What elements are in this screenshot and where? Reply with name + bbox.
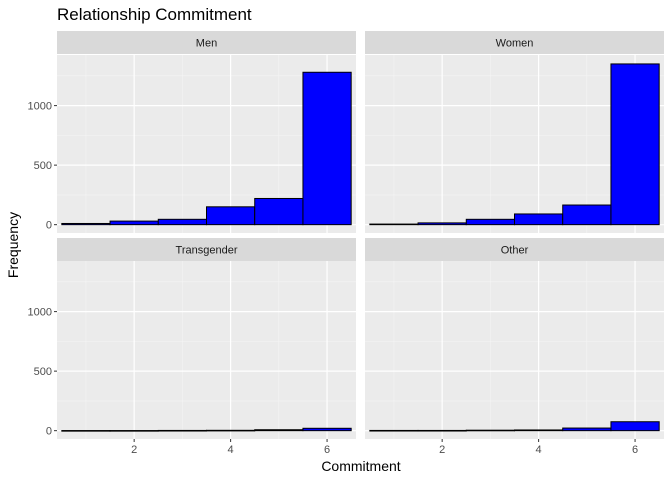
y-axis-title: Frequency	[5, 212, 21, 278]
histogram-bar	[157, 218, 208, 226]
facet-panel: Other 2 4 6	[365, 238, 664, 456]
y-tick-label: 1000	[28, 307, 52, 319]
histogram-bar	[417, 429, 467, 432]
facet-strip-label: Men	[196, 38, 217, 50]
facet-strip	[365, 31, 664, 54]
histogram-bar	[254, 429, 304, 432]
y-tick-label: 0	[46, 426, 52, 438]
histogram-bar	[302, 71, 352, 226]
facet-strip	[365, 238, 664, 261]
y-tick-label: 500	[34, 160, 52, 172]
histogram-bar	[369, 223, 419, 226]
facet-strip-label: Women	[496, 38, 534, 50]
facet-panel: Men 0 500 1000	[28, 31, 356, 233]
histogram-bar	[369, 429, 419, 432]
histogram-bar	[61, 222, 111, 226]
histogram-bar	[206, 206, 256, 226]
histogram-bar	[610, 421, 660, 432]
histogram-bar	[302, 427, 352, 432]
facet-strip-label: Other	[501, 245, 529, 257]
x-tick-label: 4	[228, 444, 234, 456]
histogram-bar	[465, 429, 516, 432]
y-tick-label: 1000	[28, 101, 52, 113]
facet-strip	[57, 238, 356, 261]
histogram-bar	[514, 429, 564, 432]
facet-strip	[57, 31, 356, 54]
histogram-bar	[61, 430, 111, 432]
chart-title: Relationship Commitment	[57, 5, 252, 24]
x-tick-label: 4	[536, 444, 542, 456]
x-tick-label: 2	[439, 444, 445, 456]
y-tick-label: 0	[46, 220, 52, 232]
histogram-bar	[206, 429, 256, 432]
histogram-bar	[254, 197, 304, 226]
x-tick-label: 2	[131, 444, 137, 456]
histogram-bar	[109, 430, 159, 432]
x-tick-label: 6	[324, 444, 330, 456]
x-tick-label: 6	[632, 444, 638, 456]
y-tick-label: 500	[34, 366, 52, 378]
histogram-bar	[562, 204, 612, 226]
histogram-bar	[109, 220, 159, 226]
histogram-bar	[610, 63, 660, 226]
panel-background	[365, 261, 664, 439]
histogram-bar	[514, 213, 564, 226]
facet-panel: Transgender 0 500 1000 2 4 6	[28, 238, 356, 456]
panel-background	[57, 261, 356, 439]
histogram-bar	[465, 218, 516, 226]
facet-strip-label: Transgender	[176, 245, 238, 257]
histogram-bar	[562, 427, 612, 432]
facet-panel: Women	[365, 31, 664, 233]
x-axis-title: Commitment	[321, 458, 400, 474]
histogram-bar	[417, 222, 467, 226]
histogram-bar	[157, 429, 208, 432]
